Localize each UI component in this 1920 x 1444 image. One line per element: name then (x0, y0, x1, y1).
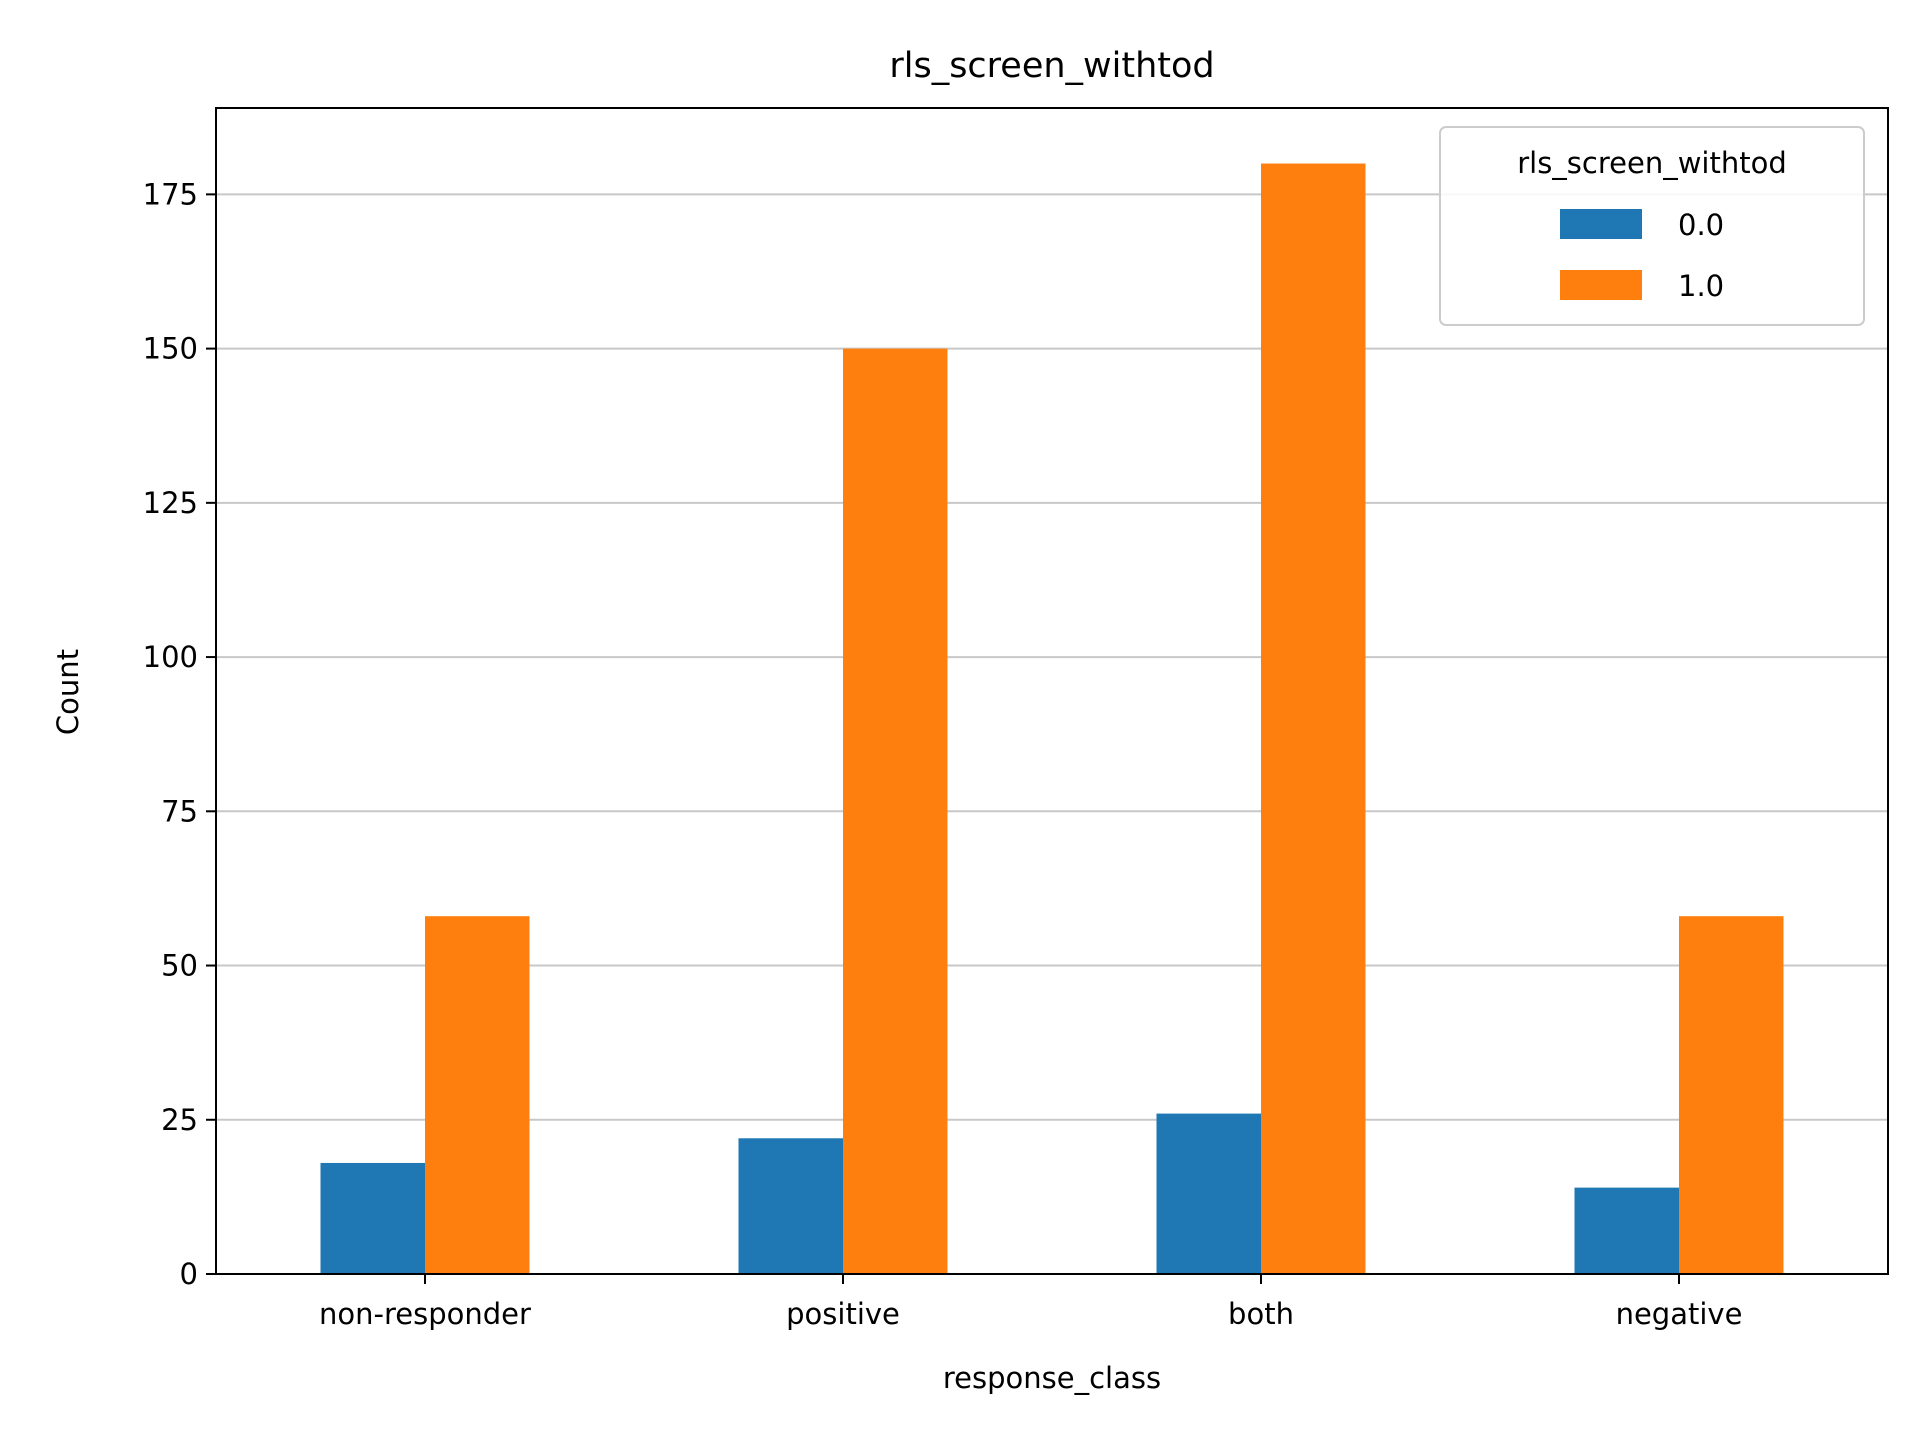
x-tick-label: non-responder (319, 1297, 531, 1331)
bar-series-1-both (1261, 163, 1366, 1274)
bar-series-1-positive (843, 348, 948, 1275)
y-tick-label: 0 (180, 1257, 198, 1291)
y-tick-label: 175 (143, 177, 198, 211)
legend-frame (1439, 126, 1865, 326)
y-tick-label: 75 (161, 794, 198, 828)
legend-swatch-0 (1560, 209, 1642, 239)
axis-ticks: 0 25 50 75 100 125 150 175 non-responder positive… (143, 177, 1743, 1331)
bar-series-0-negative (1574, 1187, 1679, 1274)
legend-label-1: 1.0 (1678, 269, 1724, 303)
legend: rls_screen_withtod 0.0 1.0 (1439, 126, 1865, 326)
bar-series-1-non-responder (425, 916, 530, 1274)
bar-series-0-positive (738, 1138, 843, 1274)
x-axis-label: response_class (943, 1361, 1161, 1395)
bars (320, 163, 1784, 1275)
legend-label-0: 0.0 (1678, 208, 1724, 242)
x-tick-label: positive (786, 1297, 900, 1331)
bar-series-0-non-responder (320, 1162, 425, 1274)
y-tick-label: 125 (143, 486, 198, 520)
x-tick-label: negative (1616, 1297, 1743, 1331)
legend-title: rls_screen_withtod (1517, 146, 1787, 180)
bar-series-1-negative (1679, 916, 1784, 1274)
y-tick-label: 100 (143, 640, 198, 674)
plot-frame (215, 107, 1889, 1275)
chart-title: rls_screen_withtod (889, 46, 1214, 86)
x-tick-label: both (1228, 1297, 1294, 1331)
y-tick-label: 25 (161, 1103, 198, 1137)
y-tick-label: 150 (143, 332, 198, 366)
bar-series-0-both (1156, 1113, 1261, 1274)
y-tick-label: 50 (161, 949, 198, 983)
y-axis-label: Count (51, 649, 85, 735)
legend-swatch-1 (1560, 270, 1642, 300)
